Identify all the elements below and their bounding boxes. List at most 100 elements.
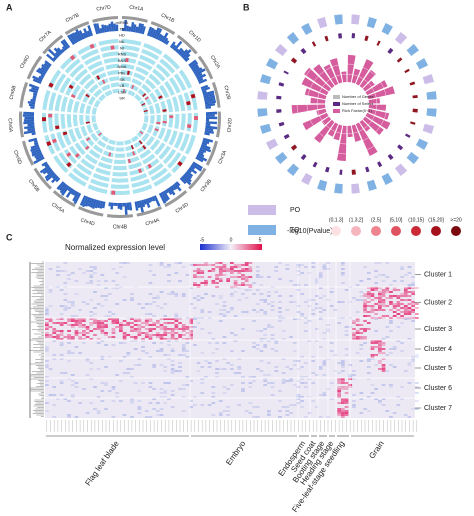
heatmap-cell [137,358,142,360]
heatmap-cell [104,299,108,301]
track-band [110,184,130,189]
heatmap-cell [248,262,253,264]
track-band [86,124,94,134]
heatmap-cell [222,268,227,270]
heatmap-cell [352,370,356,372]
chromosome-label: Chr2B [222,85,231,101]
density-bar [34,152,43,159]
heatmap-cell [322,295,327,297]
heatmap-cell [248,284,253,286]
heatmap-cell [163,390,168,392]
density-bar [204,100,217,105]
heatmap-cell [304,266,308,268]
density-bar [33,156,45,165]
heatmap-cell [181,328,186,330]
heatmap-cell [344,406,349,408]
heatmap-cell [167,264,171,266]
heatmap-cell [296,386,301,388]
heatmap-cell [96,396,101,398]
track-band [141,48,160,61]
track-band [67,98,74,113]
heatmap-cell [159,334,164,336]
heatmap-cell [352,374,356,376]
heatmap-cell [396,396,401,398]
heatmap-cell [296,394,301,396]
rich-factor-bar [316,108,327,116]
heatmap-cell [241,311,245,313]
heatmap-cell [148,338,153,340]
heatmap-cell [74,346,79,348]
heatmap-cell [292,350,297,352]
chromosome-band [211,81,221,108]
heatmap-cell [193,404,197,406]
density-bar [99,200,104,209]
heatmap-cell [96,338,101,340]
density-bar [37,67,47,74]
heatmap-cell [119,266,123,268]
heatmap-cell [59,318,64,320]
heatmap-cell [396,289,401,291]
heatmap-cell [263,380,267,382]
heatmap-cell [156,350,160,352]
heatmap-cell [59,305,64,307]
heatmap-cell [259,360,264,362]
heatmap-cell [407,309,412,311]
track-band [113,165,127,171]
heatmap-cell [337,386,341,388]
heatmap-cell [193,270,197,272]
heatmap-cell [341,412,345,414]
heatmap-cell [156,332,160,334]
heatmap-cell [148,293,153,295]
term-box [256,107,269,118]
heatmap-cell [59,394,64,396]
heatmap-cell [170,406,175,408]
legend-swatch [333,109,340,113]
heatmap-cell [115,392,119,394]
heatmap-cell [341,378,345,380]
heatmap-cell [296,305,301,307]
heatmap-cell [363,303,367,305]
heatmap-cell [56,334,60,336]
density-bar [193,67,203,74]
heatmap-cell [389,352,393,354]
pvalue-bin-label: (2,5] [371,217,382,223]
heatmap-cell [381,274,386,276]
heatmap-cell [93,328,97,330]
heatmap-cell [311,309,316,311]
heatmap-cell [137,324,142,326]
heatmap-cell [278,311,282,313]
heatmap-cell [281,378,286,380]
heatmap-cell [174,332,179,334]
heatmap-cell [241,328,245,330]
track-band [154,142,166,156]
heatmap-cell [189,338,193,340]
track-band [168,77,181,94]
heatmap-cell [70,305,75,307]
heatmap-cell [322,268,327,270]
heatmap-cell [341,362,345,364]
heatmap-cell [378,307,382,309]
track-mark [147,163,152,169]
heatmap-cell [93,320,97,322]
heatmap-cell [122,276,127,278]
heatmap-cell [355,318,360,320]
track-mark [138,140,143,145]
heatmap-cell [344,392,349,394]
heatmap-cell [267,414,271,416]
heatmap-cell [130,336,134,338]
heatmap-cell [59,342,64,344]
heatmap-cell [252,293,256,295]
heatmap-cell [255,266,260,268]
heatmap-cell [337,408,341,410]
heatmap-cell [115,284,119,286]
track-band [180,113,186,131]
heatmap-cell [415,317,419,319]
density-bar [168,186,176,196]
heatmap-cell [207,332,212,334]
heatmap-cell [100,330,105,332]
density-bar [135,26,139,33]
heatmap-cell [233,276,238,278]
heatmap-cell [104,295,108,297]
density-bar [173,182,182,192]
